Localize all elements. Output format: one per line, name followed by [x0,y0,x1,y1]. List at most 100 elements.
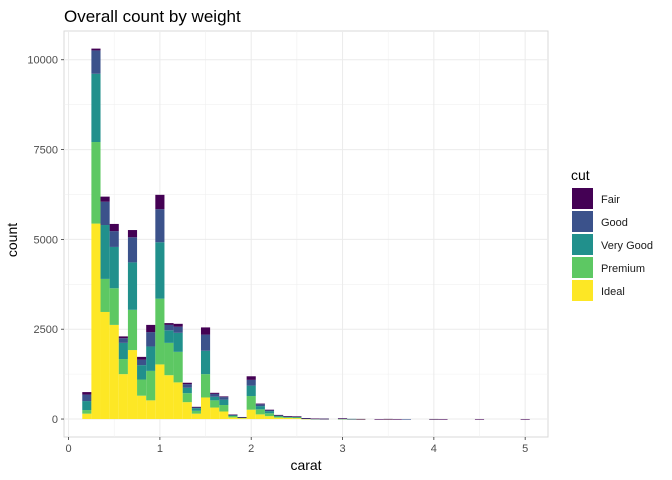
bar-fair [283,416,293,417]
bar-fair [392,418,402,420]
bar-fair [109,223,119,232]
legend-key-good [572,211,593,232]
legend-label: Fair [601,194,620,206]
chart-title: Overall count by weight [64,7,241,26]
bar-very-good [283,416,293,418]
bar-ideal [182,402,192,420]
bar-very-good [264,411,275,414]
bar-fair [164,323,174,325]
bar-good [91,50,101,74]
bar-very-good [127,262,138,310]
bar-ideal [292,418,302,420]
y-axis-title: count [4,223,20,257]
legend-key-premium [572,257,593,278]
bar-premium [200,374,211,398]
bar-premium [246,396,256,410]
bar-premium [137,379,147,396]
bar-very-good [164,330,174,343]
bar-ideal [100,311,110,420]
bar-premium [219,405,229,412]
y-tick-label: 2500 [34,324,58,336]
bar-ideal [274,417,284,420]
bar-very-good [91,73,101,143]
legend-key-very-good [572,234,593,255]
bar-good [137,359,147,366]
bar-fair [127,230,138,238]
bar-premium [283,417,293,418]
y-tick-label: 0 [52,414,58,426]
bar-ideal [191,413,201,420]
bar-fair [356,418,366,420]
bar-good [118,338,128,343]
bar-ideal [210,407,220,420]
bar-good [191,407,201,409]
bar-very-good [255,406,265,410]
bar-ideal [109,324,119,420]
bar-good [182,384,192,388]
bar-fair [155,194,165,210]
bar-very-good [200,350,211,375]
x-axis-title: carat [290,457,321,473]
bar-good [219,397,229,400]
bar-premium [292,417,302,419]
bar-very-good [210,396,220,401]
bar-fair [337,418,348,419]
bar-premium [274,416,284,418]
bar-ideal [283,417,293,420]
bar-good [210,393,220,397]
bar-good [255,404,265,407]
bar-good [127,237,138,263]
bar-good [264,410,275,412]
y-tick-label: 7500 [34,145,58,157]
bar-very-good [109,246,119,289]
bar-very-good [182,387,192,394]
bar-ideal [82,413,92,420]
bar-fair [173,323,183,327]
bar-premium [191,410,201,414]
bar-fair [82,392,92,395]
bar-ideal [137,395,147,420]
x-tick-label: 4 [431,443,437,455]
bar-premium [173,351,183,383]
grid-major [64,31,548,437]
legend-label: Ideal [601,286,625,298]
bar-premium [91,142,101,224]
bar-premium [118,359,128,375]
bar-good [246,379,256,386]
bar-ideal [146,400,156,420]
bar-good [401,418,412,420]
bar-good [200,334,211,351]
bar-premium [255,409,265,415]
legend-items: Fair Good Very Good Premium Ideal [572,188,653,301]
bar-very-good [246,385,256,397]
bar-fair [438,418,448,420]
bar-very-good [228,415,238,416]
legend-key-ideal [572,280,593,301]
bar-ideal [118,374,128,420]
bar-very-good [82,401,92,411]
x-tick-label: 2 [248,443,254,455]
legend-label: Very Good [601,240,653,252]
bar-fair [118,336,128,339]
bar-fair [210,392,220,394]
bar-premium [82,410,92,414]
bar-very-good [100,225,110,279]
bar-fair [228,414,238,416]
bar-good [347,418,357,420]
bar-fair [200,327,211,335]
legend-title: cut [571,167,590,183]
bar-fair [146,324,156,333]
bar-premium [155,298,165,365]
bar-fair [264,409,275,411]
bar-very-good [219,399,229,406]
bar-very-good [137,365,147,380]
bar-fair [374,418,384,420]
bar-fair [182,382,192,385]
bar-ideal [127,350,138,420]
bar-fair [520,418,530,420]
bars [82,48,530,420]
bar-fair [246,376,256,380]
legend: cut Fair Good Very Good Premium Ideal [571,167,653,301]
bar-good [164,324,174,331]
